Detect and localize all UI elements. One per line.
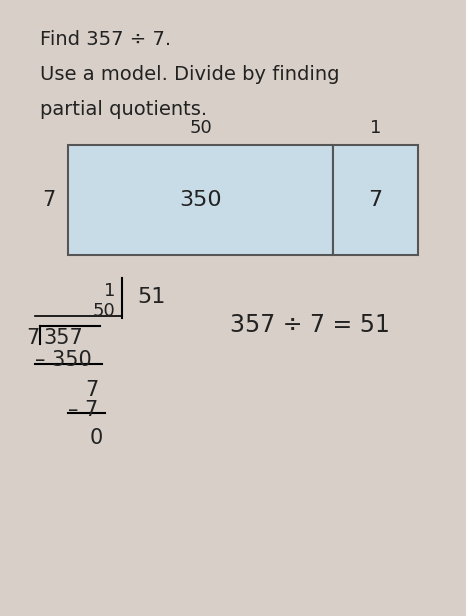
Bar <box>68 145 333 255</box>
Text: 7: 7 <box>27 328 40 348</box>
Text: Use a model. Divide by finding: Use a model. Divide by finding <box>40 65 340 84</box>
Text: Find 357 ÷ 7.: Find 357 ÷ 7. <box>40 30 171 49</box>
Text: 50: 50 <box>189 119 212 137</box>
Text: – 350: – 350 <box>35 350 92 370</box>
Text: 357: 357 <box>43 328 83 348</box>
Text: 1: 1 <box>103 282 115 300</box>
Text: 7: 7 <box>85 380 98 400</box>
Text: 1: 1 <box>370 119 381 137</box>
Text: 50: 50 <box>92 302 115 320</box>
Text: 350: 350 <box>179 190 222 210</box>
Text: – 7: – 7 <box>68 400 98 420</box>
Text: 357 ÷ 7 = 51: 357 ÷ 7 = 51 <box>230 313 390 337</box>
Bar <box>333 145 418 255</box>
Text: 7: 7 <box>369 190 383 210</box>
Text: 51: 51 <box>137 287 165 307</box>
Text: 0: 0 <box>90 428 103 448</box>
Text: 7: 7 <box>43 190 56 210</box>
Text: partial quotients.: partial quotients. <box>40 100 207 119</box>
